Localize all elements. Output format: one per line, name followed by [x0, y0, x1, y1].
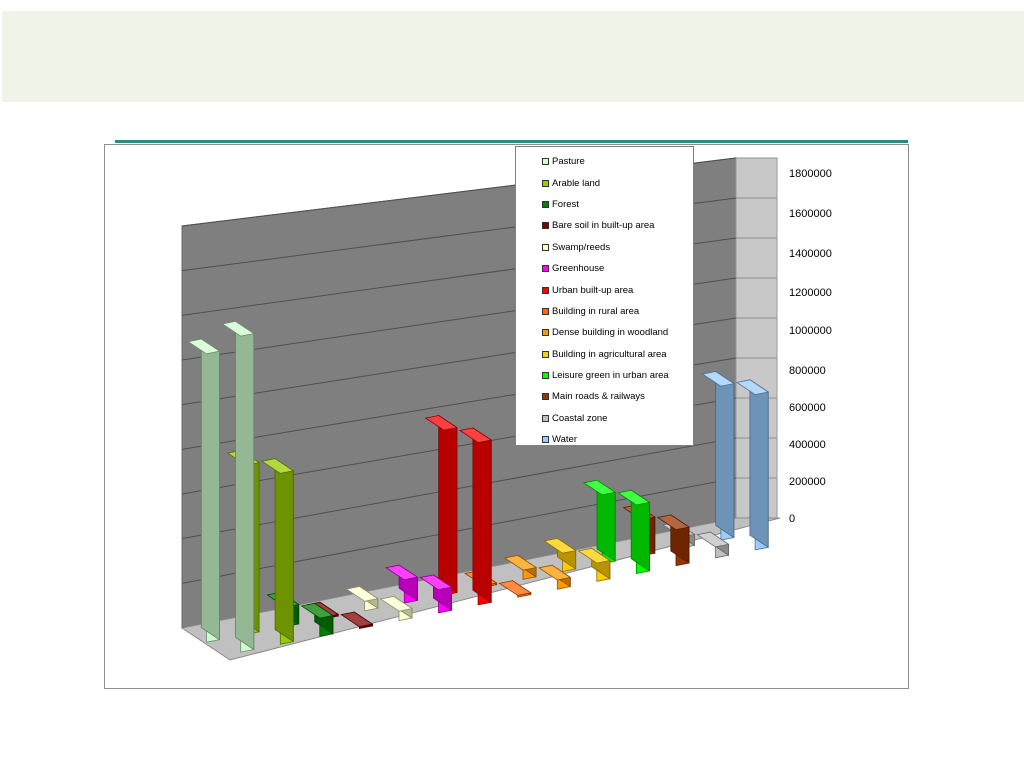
- y-tick-label: 1400000: [789, 248, 832, 260]
- bar-leisure-green-in-urban-area-1: [582, 479, 617, 565]
- legend-swatch: [542, 158, 549, 166]
- legend-swatch: [542, 179, 549, 187]
- legend-item: Leisure green in urban area: [516, 365, 693, 386]
- y-tick-label: 200000: [789, 476, 826, 488]
- bar-greenhouse-1: [385, 564, 419, 604]
- bar-arable-land-2: [260, 457, 295, 645]
- legend-label: Building in rural area: [552, 305, 640, 317]
- legend-label: Greenhouse: [552, 263, 605, 275]
- y-tick-label: 1200000: [789, 287, 832, 299]
- bar-pasture-2: [221, 320, 255, 653]
- legend-label: Pasture: [552, 156, 585, 168]
- bar-swamp-reeds-1: [345, 585, 379, 612]
- legend-item: Building in agricultural area: [516, 344, 693, 365]
- legend-swatch: [542, 414, 549, 422]
- legend-swatch: [542, 307, 549, 315]
- bar-leisure-green-in-urban-area-2: [617, 489, 651, 574]
- legend-label: Urban built-up area: [552, 284, 634, 296]
- bar-dense-building-in-woodland-1: [503, 554, 538, 580]
- header-banner: [2, 11, 1024, 102]
- legend-label: Dense building in woodland: [552, 327, 669, 339]
- legend-label: Leisure green in urban area: [552, 370, 669, 382]
- legend-swatch: [542, 222, 549, 230]
- bar-pasture-1: [187, 338, 221, 643]
- legend-item: Bare soil in built-up area: [516, 215, 693, 236]
- legend-item: Coastal zone: [516, 408, 693, 429]
- bar-water-1: [701, 370, 735, 541]
- legend-item: Building in rural area: [516, 301, 693, 322]
- y-tick-label: 1800000: [789, 168, 832, 180]
- bar-swamp-reeds-2: [379, 595, 414, 622]
- bar-building-in-agricultural-area-2: [577, 547, 611, 582]
- bar-bare-soil-in-built-up-area-2: [340, 611, 374, 629]
- bar-main-roads-railways-2: [656, 514, 691, 567]
- legend-swatch: [542, 372, 549, 380]
- bar-dense-building-in-woodland-2: [537, 564, 572, 590]
- legend-item: Arable land: [516, 172, 693, 193]
- gridline: [181, 477, 737, 584]
- legend-label: Arable land: [552, 177, 601, 189]
- chart-legend: Pasture Arable land Forest Bare soil in bui…: [515, 146, 694, 446]
- y-tick-label: 1600000: [789, 208, 832, 220]
- legend-item: Water: [516, 429, 693, 450]
- legend-label: Water: [552, 434, 577, 446]
- legend-swatch: [542, 200, 549, 208]
- bar-urban-built-up-area-1: [424, 414, 458, 596]
- bar-water-2: [735, 379, 770, 551]
- legend-label: Building in agricultural area: [552, 348, 667, 360]
- legend-swatch: [542, 393, 549, 401]
- legend-label: Bare soil in built-up area: [552, 220, 655, 232]
- legend-item: Swamp/reeds: [516, 237, 693, 258]
- y-tick-label: 400000: [789, 439, 826, 451]
- legend-item: Pasture: [516, 151, 693, 172]
- legend-swatch: [542, 329, 549, 337]
- legend-label: Forest: [552, 198, 579, 210]
- bar-greenhouse-2: [419, 574, 453, 614]
- bar-coastal-zone-2: [696, 531, 730, 559]
- bar-urban-built-up-area-2: [458, 427, 493, 606]
- y-tick-label: 800000: [789, 365, 826, 377]
- legend-label: Swamp/reeds: [552, 241, 611, 253]
- legend-label: Main roads & railways: [552, 391, 645, 403]
- legend-swatch: [542, 265, 549, 273]
- legend-item: Forest: [516, 194, 693, 215]
- y-tick-label: 600000: [789, 402, 826, 414]
- gridline: [181, 437, 737, 540]
- legend-swatch: [542, 436, 549, 444]
- bar-building-in-agricultural-area-1: [543, 537, 577, 572]
- legend-item: Urban built-up area: [516, 279, 693, 300]
- legend-swatch: [542, 350, 549, 358]
- legend-swatch: [542, 243, 549, 251]
- legend-label: Coastal zone: [552, 412, 608, 424]
- bar-forest-2: [300, 602, 334, 637]
- legend-swatch: [542, 286, 549, 294]
- legend-item: Greenhouse: [516, 258, 693, 279]
- title-underline: [115, 140, 908, 143]
- y-tick-label: 0: [789, 513, 795, 525]
- legend-item: Dense building in woodland: [516, 322, 693, 343]
- bar-building-in-rural-area-2: [498, 579, 532, 598]
- legend-item: Main roads & railways: [516, 386, 693, 407]
- y-tick-label: 1000000: [789, 325, 832, 337]
